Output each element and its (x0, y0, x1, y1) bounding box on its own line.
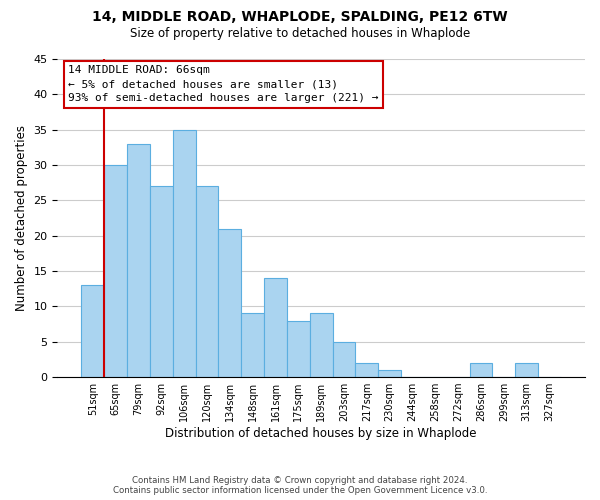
Bar (82, 285, 104, 377)
Bar (379, 370, 401, 377)
Text: Size of property relative to detached houses in Whaplode: Size of property relative to detached ho… (130, 28, 470, 40)
Y-axis label: Number of detached properties: Number of detached properties (15, 125, 28, 311)
Bar (332, 342, 355, 377)
Text: 14 MIDDLE ROAD: 66sqm
← 5% of detached houses are smaller (13)
93% of semi-detac: 14 MIDDLE ROAD: 66sqm ← 5% of detached h… (68, 66, 379, 104)
X-axis label: Distribution of detached houses by size in Whaplode: Distribution of detached houses by size … (166, 427, 477, 440)
Text: Contains HM Land Registry data © Crown copyright and database right 2024.
Contai: Contains HM Land Registry data © Crown c… (113, 476, 487, 495)
Bar (264, 278, 287, 377)
Bar (218, 228, 241, 377)
Text: 14, MIDDLE ROAD, WHAPLODE, SPALDING, PE12 6TW: 14, MIDDLE ROAD, WHAPLODE, SPALDING, PE1… (92, 10, 508, 24)
Bar (127, 144, 150, 377)
Bar (241, 314, 264, 377)
Bar (515, 363, 538, 377)
Bar (196, 186, 218, 377)
Bar (310, 314, 332, 377)
Bar (355, 363, 379, 377)
Bar (470, 363, 493, 377)
Bar (287, 320, 310, 377)
Bar (104, 165, 127, 377)
Bar (150, 186, 173, 377)
Bar (173, 130, 196, 377)
